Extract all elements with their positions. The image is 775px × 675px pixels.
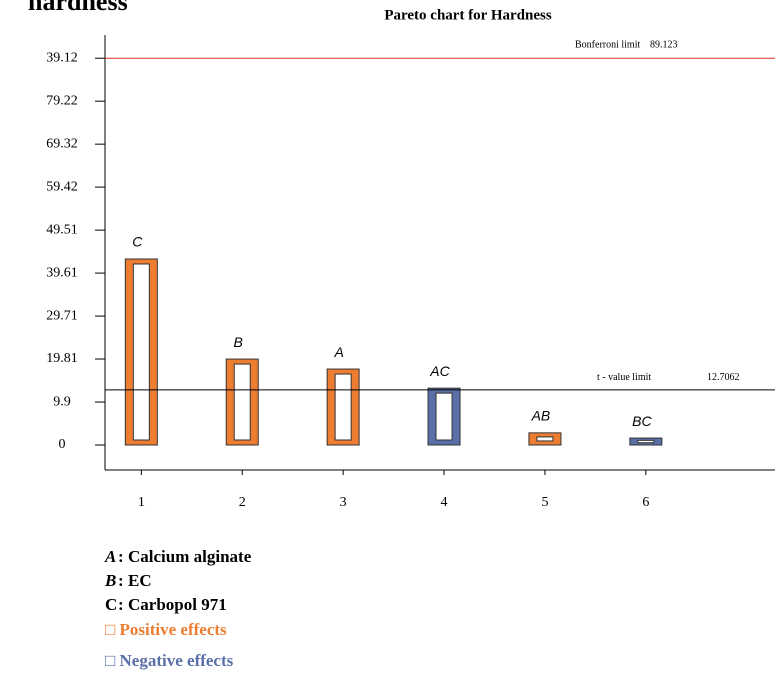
legend-text: EC <box>128 571 152 590</box>
bonferroni-value: 89.123 <box>650 40 678 51</box>
bar-inner <box>233 363 251 441</box>
x-tick-label: 1 <box>138 495 145 510</box>
y-tick-label: 0 <box>59 437 66 452</box>
y-tick-label: 19.81 <box>46 351 78 366</box>
legend-text: Carbopol 971 <box>128 595 227 614</box>
bar-label: AC <box>429 363 450 379</box>
legend-key: A <box>104 547 116 566</box>
legend-text: Calcium alginate <box>128 547 252 566</box>
x-tick-label: 3 <box>340 495 347 510</box>
x-tick-label: 6 <box>642 495 649 510</box>
legend-colon: : <box>118 547 124 566</box>
bonferroni-label: Bonferroni limit <box>575 40 640 51</box>
bar-inner <box>334 373 352 441</box>
y-tick-label: 79.22 <box>46 93 78 108</box>
y-tick-label: 59.42 <box>46 179 78 194</box>
t-limit-label: t - value limit <box>597 372 651 383</box>
bar-label: B <box>234 334 243 350</box>
bar-inner <box>637 439 655 444</box>
legend-effect: □ Positive effects <box>105 620 227 639</box>
y-tick-label: 39.61 <box>46 265 78 280</box>
x-tick-label: 5 <box>541 495 548 510</box>
heading: hardness <box>28 0 128 16</box>
bar-label: C <box>132 234 143 250</box>
legend-key: C <box>105 595 117 614</box>
t-limit-value: 12.7062 <box>707 372 740 383</box>
legend-key: B <box>104 571 116 590</box>
bar-inner <box>132 263 150 441</box>
y-tick-label: 9.9 <box>53 394 71 409</box>
bar-label: A <box>333 344 343 360</box>
bar-inner <box>536 436 554 442</box>
y-tick-label: 29.71 <box>46 308 78 323</box>
y-tick-label: 69.32 <box>46 136 78 151</box>
bar-label: BC <box>632 413 652 429</box>
legend-colon: : <box>118 571 124 590</box>
y-tick-label: 39.12 <box>46 50 78 65</box>
x-tick-label: 2 <box>239 495 246 510</box>
legend-colon: : <box>118 595 124 614</box>
x-tick-label: 4 <box>441 495 448 510</box>
bar-label: AB <box>531 408 551 424</box>
bar-inner <box>435 392 453 441</box>
legend-effect: □ Negative effects <box>105 651 234 670</box>
chart-title: Pareto chart for Hardness <box>384 7 551 23</box>
y-tick-label: 49.51 <box>46 222 78 237</box>
